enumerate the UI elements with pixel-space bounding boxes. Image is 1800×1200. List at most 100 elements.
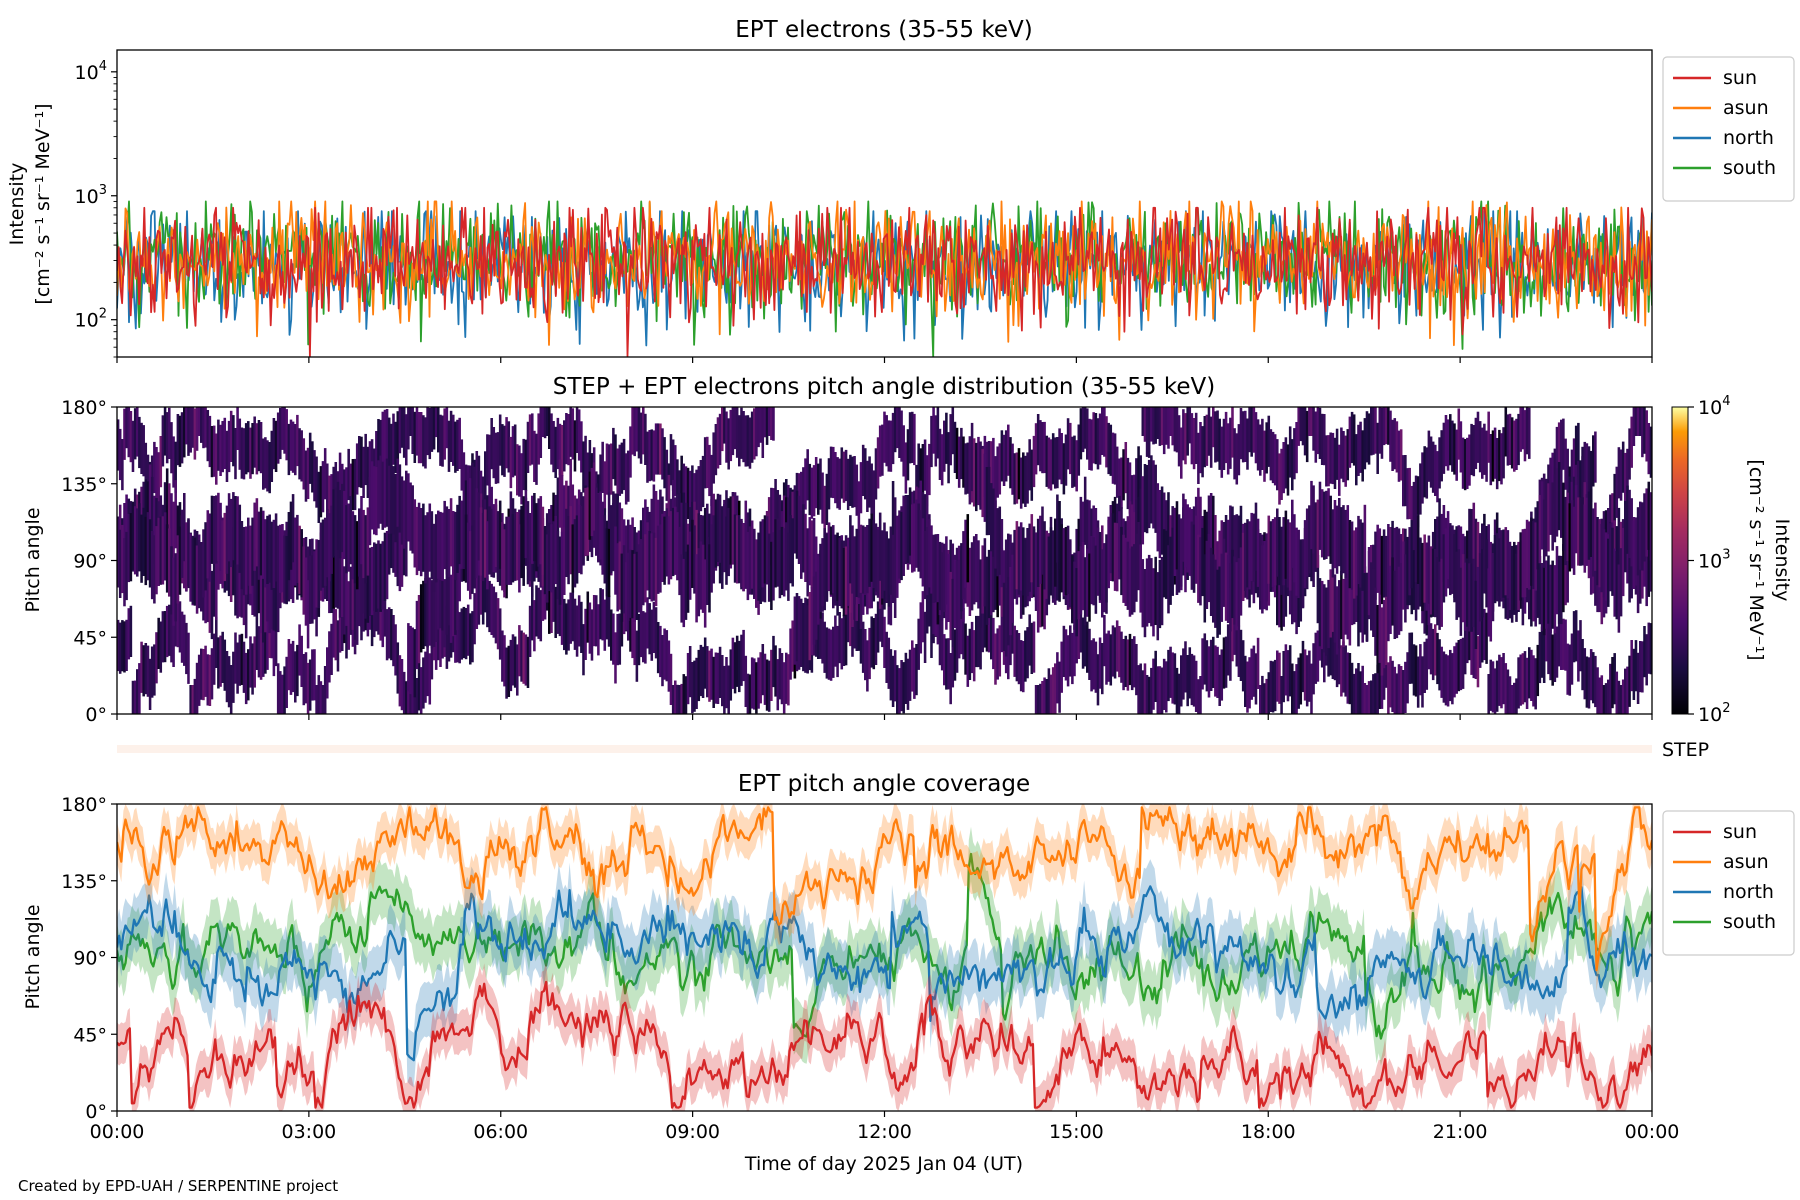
heatmap-cell — [398, 407, 402, 454]
heatmap-cell — [761, 519, 765, 588]
heatmap-cell — [409, 407, 412, 436]
heatmap-cell — [524, 439, 528, 491]
heatmap-cell — [165, 412, 169, 464]
heatmap-cell — [588, 602, 592, 654]
heatmap-cell — [424, 578, 427, 647]
heatmap-cell — [1568, 503, 1572, 572]
heatmap-cell — [291, 421, 295, 473]
heatmap-cell — [923, 611, 927, 663]
heatmap-cell — [1075, 568, 1078, 637]
heatmap-cell — [1455, 551, 1458, 620]
heatmap-cell — [908, 649, 912, 701]
heatmap-cell — [898, 407, 901, 458]
heatmap-cell — [851, 605, 854, 657]
heatmap-cell — [1581, 639, 1584, 691]
heatmap-cell — [1077, 607, 1081, 659]
heatmap-cell — [366, 507, 370, 576]
heatmap-cell — [1572, 611, 1576, 663]
heatmap-cell — [1564, 619, 1567, 671]
heatmap-cell — [1259, 533, 1262, 602]
heatmap-cell — [304, 652, 308, 704]
heatmap-cell — [1506, 669, 1510, 714]
heatmap-cell — [1481, 549, 1484, 618]
heatmap-cell — [637, 544, 641, 613]
heatmap-cell — [210, 570, 214, 640]
heatmap-cell — [1201, 426, 1204, 478]
heatmap-cell — [1419, 644, 1422, 696]
heatmap-cell — [1075, 440, 1078, 492]
heatmap-cell — [1476, 636, 1480, 688]
heatmap-cell — [1466, 437, 1469, 489]
heatmap-cell — [1295, 664, 1298, 714]
heatmap-cell — [447, 610, 451, 662]
heatmap-cell — [1449, 414, 1452, 466]
heatmap-cell — [123, 621, 126, 673]
heatmap-cell — [1325, 435, 1328, 487]
heatmap-cell — [449, 498, 453, 567]
heatmap-cell — [1634, 517, 1638, 586]
heatmap-cell — [723, 407, 726, 444]
heatmap-cell — [930, 589, 933, 658]
heatmap-cell — [1194, 660, 1198, 712]
heatmap-cell — [1109, 505, 1113, 574]
heatmap-cell — [1088, 553, 1091, 622]
heatmap-cell — [366, 446, 370, 498]
heatmap-cell — [706, 536, 709, 605]
heatmap-cell — [1032, 435, 1036, 488]
heatmap-cell — [782, 528, 786, 597]
heatmap-cell — [607, 444, 611, 496]
heatmap-cell — [953, 559, 957, 628]
heatmap-cell — [253, 636, 256, 688]
heatmap-cell — [1583, 441, 1587, 494]
heatmap-cell — [1022, 452, 1025, 504]
heatmap-cell — [419, 508, 423, 577]
heatmap-cell — [1387, 662, 1390, 714]
heatmap-cell — [1160, 557, 1164, 626]
heatmap-cell — [1203, 416, 1207, 468]
heatmap-cell — [1451, 653, 1454, 705]
heatmap-cell — [618, 613, 622, 665]
heatmap-cell — [1581, 456, 1584, 525]
heatmap-cell — [321, 685, 325, 714]
heatmap-cell — [1553, 474, 1557, 543]
heatmap-cell — [951, 407, 955, 455]
heatmap-cell — [411, 627, 414, 696]
heatmap-cell — [1359, 564, 1362, 633]
heatmap-cell — [1316, 499, 1320, 568]
heatmap-cell — [1261, 675, 1264, 714]
heatmap-cell — [330, 474, 333, 526]
heatmap-cell — [1269, 660, 1273, 712]
heatmap-cell — [1109, 634, 1113, 686]
heatmap-cell — [1639, 501, 1642, 570]
heatmap-cell — [445, 566, 449, 635]
heatmap-cell — [345, 557, 348, 626]
heatmap-cell — [893, 407, 897, 453]
heatmap-cell — [1094, 641, 1098, 693]
heatmap-cell — [507, 516, 511, 585]
heatmap-cell — [697, 548, 701, 617]
heatmap-cell — [168, 528, 171, 597]
heatmap-cell — [1519, 532, 1522, 601]
heatmap-cell — [836, 457, 839, 509]
heatmap-cell — [599, 588, 602, 640]
heatmap-cell — [659, 625, 662, 678]
heatmap-cell — [846, 537, 850, 606]
heatmap-cell — [868, 518, 871, 587]
heatmap-cell — [1175, 407, 1179, 453]
heatmap-cell — [889, 526, 893, 595]
heatmap-cell — [268, 442, 271, 494]
heatmap-cell — [1182, 648, 1185, 700]
heatmap-cell — [1235, 514, 1239, 583]
heatmap-cell — [580, 421, 583, 473]
heatmap-cell — [281, 524, 284, 593]
heatmap-cell — [1624, 504, 1627, 573]
heatmap-cell — [1250, 648, 1253, 700]
heatmap-cell — [575, 515, 579, 584]
heatmap-cell — [223, 512, 227, 582]
heatmap-cell — [1162, 492, 1166, 561]
heatmap-cell — [1295, 527, 1298, 596]
heatmap-cell — [383, 409, 387, 461]
heatmap-cell — [287, 512, 291, 581]
heatmap-cell — [1596, 667, 1599, 714]
heatmap-cell — [328, 475, 331, 527]
